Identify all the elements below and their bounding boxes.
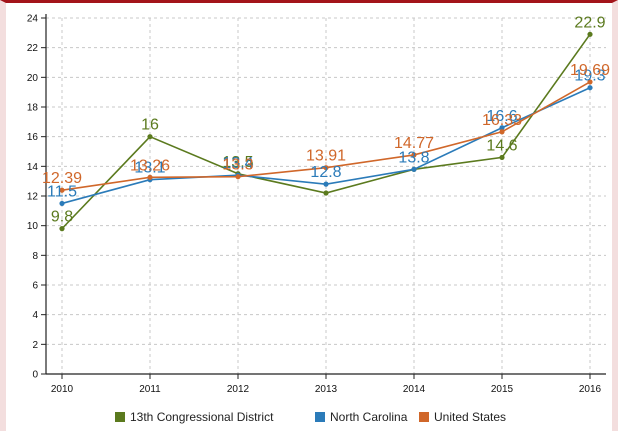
data-point xyxy=(147,134,152,139)
y-tick-label: 2 xyxy=(32,340,38,351)
legend-swatch xyxy=(115,412,125,422)
y-tick-label: 8 xyxy=(32,251,38,262)
x-tick-label: 2014 xyxy=(403,384,426,395)
data-point xyxy=(59,201,64,206)
data-label: 13.91 xyxy=(306,148,346,165)
y-tick-label: 18 xyxy=(27,103,39,114)
legend-swatch xyxy=(315,412,325,422)
data-point xyxy=(323,182,328,187)
y-tick-label: 16 xyxy=(27,132,39,143)
y-tick-label: 22 xyxy=(27,43,39,54)
data-label: 16.33 xyxy=(482,112,522,129)
y-tick-label: 14 xyxy=(27,162,39,173)
legend: 13th Congressional District North Carolin… xyxy=(115,410,506,424)
data-point xyxy=(323,190,328,195)
data-label: 14.6 xyxy=(486,137,517,154)
legend-label: North Carolina xyxy=(330,410,408,424)
x-tick-label: 2013 xyxy=(315,384,338,395)
data-point xyxy=(499,129,504,134)
data-label: 12.8 xyxy=(310,164,341,181)
data-point xyxy=(587,85,592,90)
y-tick-label: 20 xyxy=(27,73,39,84)
x-tick-label: 2015 xyxy=(491,384,514,395)
legend-label: United States xyxy=(434,410,506,424)
legend-swatch xyxy=(419,412,429,422)
x-tick-label: 2012 xyxy=(227,384,250,395)
y-tick-label: 24 xyxy=(27,14,39,25)
data-label: 13.26 xyxy=(130,157,170,174)
data-point xyxy=(235,174,240,179)
data-label: 9.8 xyxy=(51,209,73,226)
data-point xyxy=(411,167,416,172)
y-tick-label: 12 xyxy=(27,192,39,203)
data-point xyxy=(587,32,592,37)
x-tick-label: 2016 xyxy=(579,384,602,395)
data-label: 14.77 xyxy=(394,135,434,152)
data-point xyxy=(499,155,504,160)
data-label: 19.69 xyxy=(570,62,610,79)
data-label: 13.3 xyxy=(222,157,253,174)
data-label: 12.39 xyxy=(42,170,82,187)
y-tick-label: 10 xyxy=(27,221,39,232)
y-tick-label: 4 xyxy=(32,310,38,321)
grid-lines xyxy=(46,18,606,374)
legend-label: 13th Congressional District xyxy=(130,410,274,424)
data-label: 22.9 xyxy=(574,14,605,31)
data-point xyxy=(59,226,64,231)
y-tick-label: 0 xyxy=(32,370,38,381)
x-tick-label: 2011 xyxy=(139,384,161,395)
data-label: 16 xyxy=(141,117,159,134)
x-tick-label: 2010 xyxy=(51,384,74,395)
y-tick-label: 6 xyxy=(32,281,38,292)
